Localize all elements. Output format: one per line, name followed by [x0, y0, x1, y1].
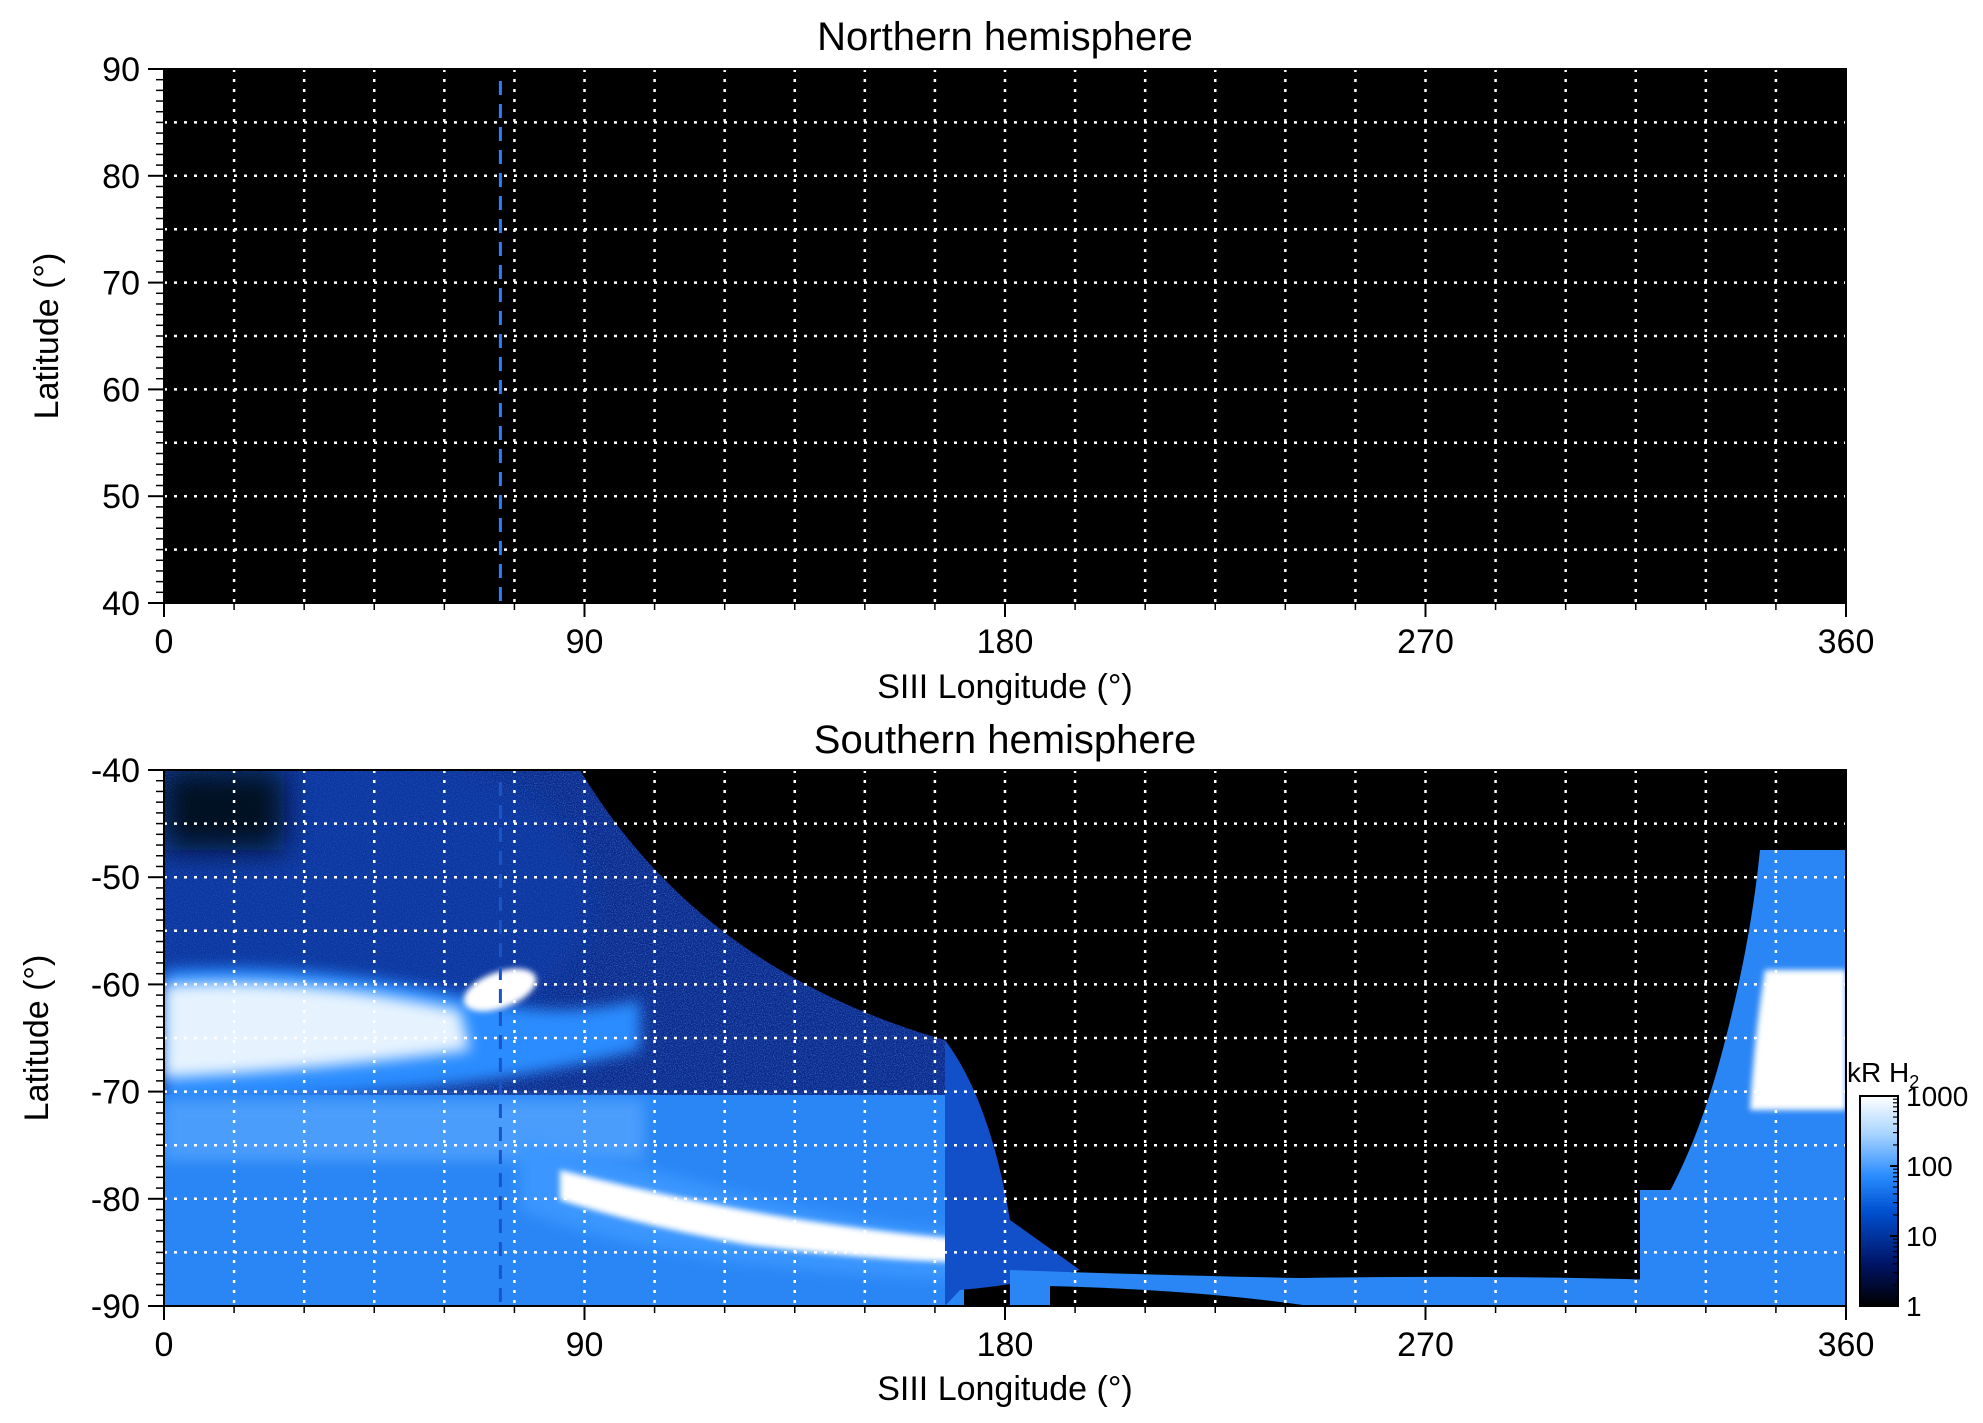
south-x-tick-label: 90 [566, 1326, 604, 1364]
south-x-ticks: 0 90 180 270 360 [155, 1306, 1875, 1364]
south-y-ticks: -90 -80 -70 -60 -50 -40 [91, 752, 164, 1326]
south-gridlines [164, 770, 1846, 1306]
emission-tail [945, 1040, 1080, 1306]
colorbar-label: kR H2 [1847, 1057, 1919, 1092]
north-x-ticks: 0 90 180 270 360 [155, 603, 1875, 661]
south-y-tick-label: -80 [91, 1181, 140, 1219]
north-x-tick-label: 360 [1818, 623, 1875, 661]
north-y-tick-label: 60 [102, 371, 140, 409]
north-gridlines [164, 69, 1846, 603]
dome-upper-left-dark [164, 770, 284, 850]
south-y-tick-label: -70 [91, 1074, 140, 1112]
main-oval-core [164, 982, 470, 1078]
south-title: Southern hemisphere [814, 718, 1196, 762]
south-x-tick-label: 270 [1397, 1326, 1454, 1364]
south-x-tick-label: 0 [155, 1326, 174, 1364]
north-x-tick-label: 270 [1397, 623, 1454, 661]
south-x-tick-label: 360 [1818, 1326, 1875, 1364]
colorbar: kR H2 1 10 100 1000 [1847, 1057, 1968, 1322]
south-y-tick-label: -60 [91, 966, 140, 1004]
colorbar-tick-label: 10 [1906, 1221, 1937, 1252]
north-title: Northern hemisphere [817, 15, 1193, 59]
south-y-tick-label: -90 [91, 1288, 140, 1326]
right-edge-core [1750, 970, 1846, 1110]
south-x-tick-label: 180 [977, 1326, 1034, 1364]
north-y-ticks: 40 50 60 70 80 90 [102, 51, 164, 623]
colorbar-tick-label: 1000 [1906, 1081, 1968, 1112]
south-panel: Southern hemisphere [18, 718, 1968, 1408]
north-y-minor-ticks [156, 78, 164, 594]
north-x-tick-label: 90 [566, 623, 604, 661]
right-edge-lower [1640, 1190, 1846, 1306]
north-y-tick-label: 90 [102, 51, 140, 89]
north-y-tick-label: 40 [102, 585, 140, 623]
south-x-axis-label: SIII Longitude (°) [877, 1370, 1133, 1408]
north-x-tick-label: 180 [977, 623, 1034, 661]
north-y-tick-label: 80 [102, 158, 140, 196]
colorbar-tick-label: 100 [1906, 1151, 1953, 1182]
north-x-axis-label: SIII Longitude (°) [877, 668, 1133, 706]
colorbar-tick-label: 1 [1906, 1291, 1922, 1322]
north-y-axis-label: Latitude (°) [28, 253, 66, 420]
polar-cap-upper [164, 1100, 644, 1160]
south-y-tick-label: -40 [91, 752, 140, 790]
north-x-tick-label: 0 [155, 623, 174, 661]
north-y-tick-label: 70 [102, 265, 140, 303]
colorbar-ticks: 1 10 100 1000 [1890, 1081, 1968, 1322]
equatorward-arc-core [560, 1170, 950, 1262]
right-edge-band [1640, 850, 1846, 1260]
pole-edge-dark-wedge [1050, 1286, 1310, 1306]
colorbar-gradient [1859, 1095, 1899, 1307]
north-y-tick-label: 50 [102, 478, 140, 516]
south-y-tick-label: -50 [91, 859, 140, 897]
south-y-axis-label: Latitude (°) [18, 955, 56, 1122]
north-panel: Northern hemisphere 40 50 60 70 80 90 0 90 180 2… [28, 15, 1874, 706]
south-y-minor-ticks [156, 779, 164, 1297]
